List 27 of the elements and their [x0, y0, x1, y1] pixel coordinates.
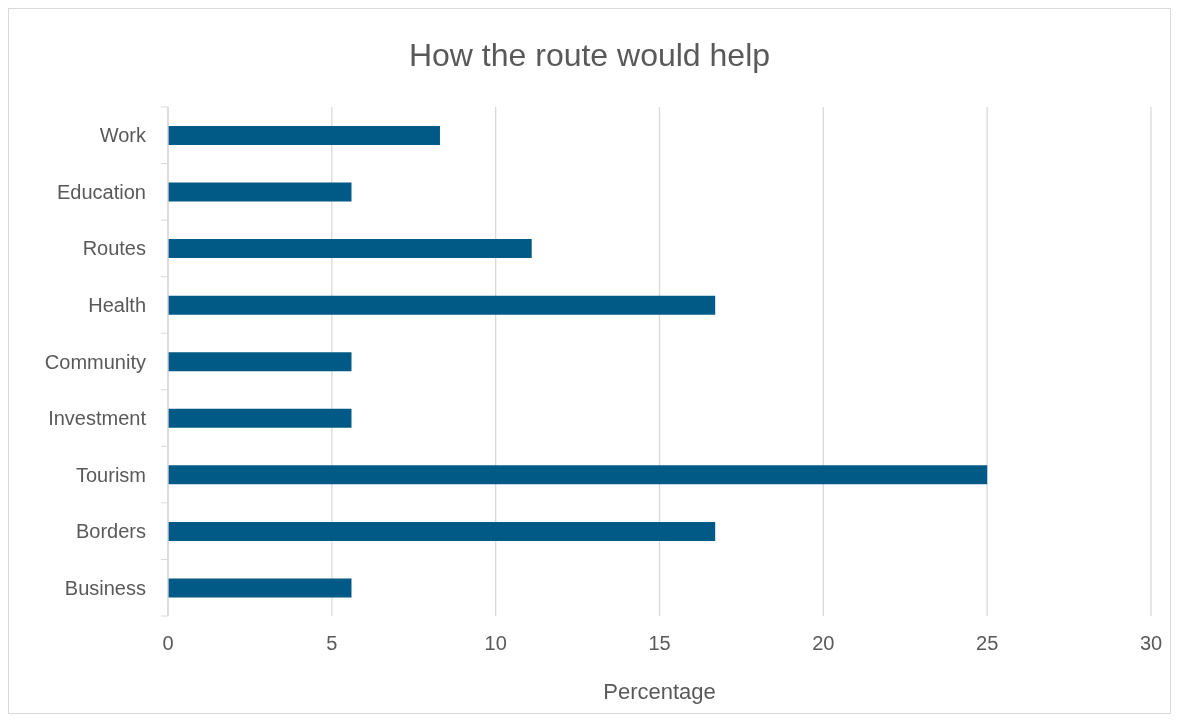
y-tick-label: Education	[57, 180, 146, 203]
y-tick-label: Community	[44, 350, 146, 373]
bar	[168, 352, 352, 372]
y-tick-label: Health	[88, 293, 146, 316]
x-tick-label: 30	[1139, 632, 1163, 655]
y-tick-label: Routes	[82, 237, 146, 260]
chart-title: How the route would help	[407, 36, 772, 74]
x-tick-label: 15	[648, 632, 671, 655]
y-tick-label: Tourism	[75, 463, 146, 486]
bar	[168, 126, 440, 145]
y-tick-label: Business	[64, 576, 146, 599]
bar	[168, 521, 716, 541]
x-tick-label: 5	[326, 632, 338, 655]
bar	[168, 578, 352, 598]
x-tick-label: 10	[484, 632, 507, 655]
bar	[168, 465, 988, 485]
x-tick-label: 25	[976, 632, 999, 655]
bar	[168, 182, 352, 202]
x-tick-label: 20	[812, 632, 835, 655]
bar	[168, 295, 716, 315]
bar	[168, 408, 352, 428]
bar	[168, 239, 532, 259]
x-axis-title: Percentage	[603, 679, 716, 704]
x-tick-label: 0	[162, 632, 174, 655]
y-tick-label: Borders	[75, 520, 146, 543]
y-tick-label: Investment	[48, 407, 147, 430]
y-tick-label: Work	[99, 124, 147, 147]
